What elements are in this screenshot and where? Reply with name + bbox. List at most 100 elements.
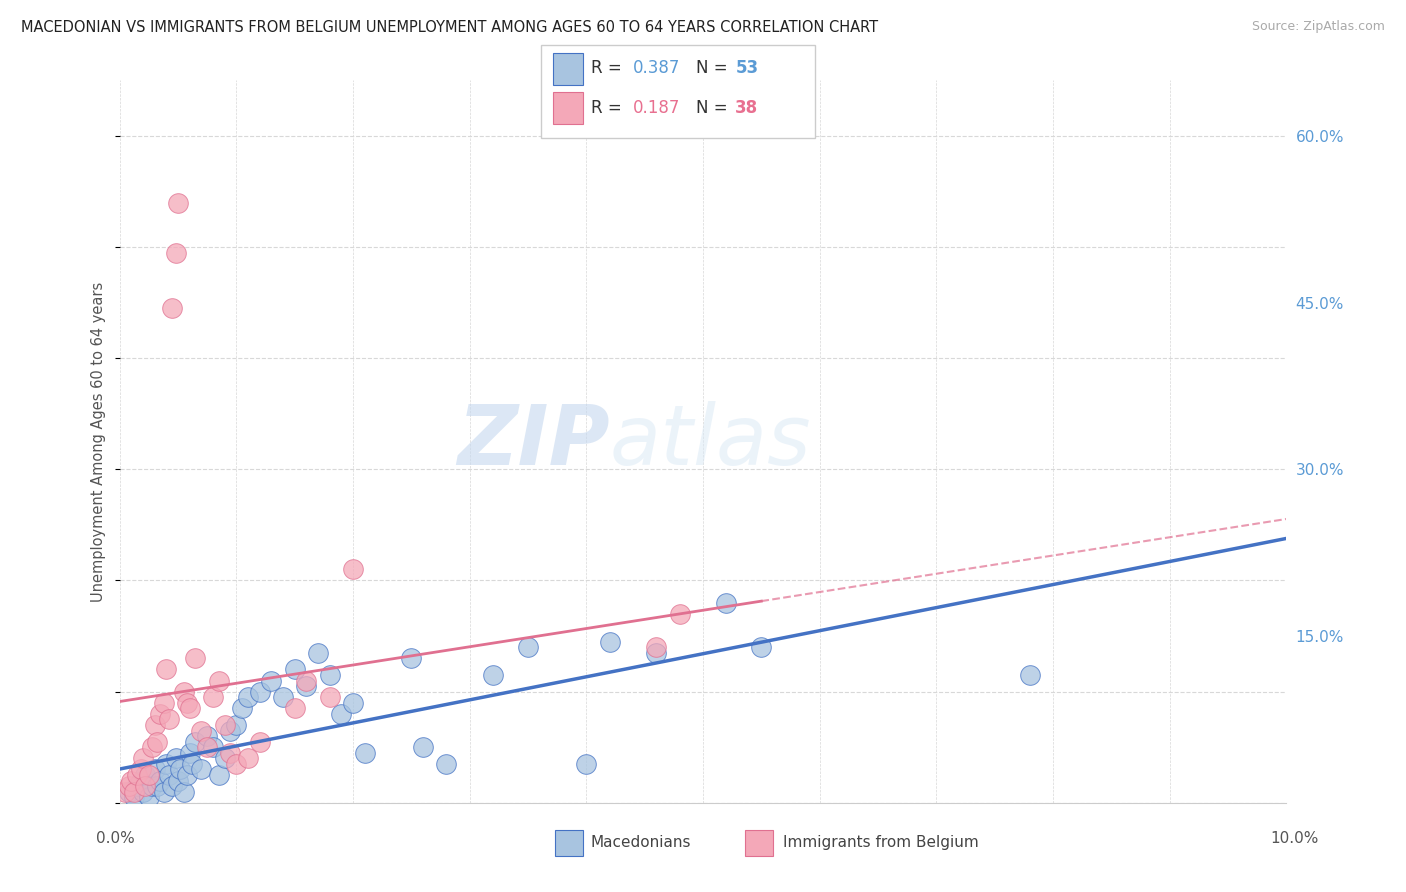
Point bbox=[190, 763, 212, 777]
Point bbox=[122, 790, 145, 805]
Text: R =: R = bbox=[591, 59, 627, 77]
Point bbox=[517, 640, 540, 655]
Text: MACEDONIAN VS IMMIGRANTS FROM BELGIUM UNEMPLOYMENT AMONG AGES 60 TO 64 YEARS COR: MACEDONIAN VS IMMIGRANTS FROM BELGIUM UN… bbox=[21, 20, 879, 35]
Point bbox=[342, 562, 364, 576]
Point bbox=[353, 746, 375, 760]
Point bbox=[146, 779, 169, 793]
Point bbox=[225, 756, 247, 771]
Point bbox=[190, 723, 212, 738]
Point bbox=[271, 690, 294, 705]
Point bbox=[176, 768, 198, 782]
Point bbox=[219, 723, 242, 738]
Point bbox=[330, 706, 353, 721]
Point bbox=[155, 662, 177, 676]
Point bbox=[125, 768, 148, 782]
Point bbox=[132, 751, 155, 765]
Point bbox=[295, 679, 318, 693]
Point bbox=[169, 763, 191, 777]
Point bbox=[668, 607, 690, 621]
Point bbox=[149, 706, 172, 721]
Point bbox=[160, 779, 183, 793]
Point bbox=[195, 729, 218, 743]
Point bbox=[208, 673, 231, 688]
Point bbox=[208, 768, 231, 782]
Point bbox=[482, 668, 505, 682]
Point bbox=[1018, 668, 1040, 682]
Point bbox=[122, 785, 145, 799]
Point bbox=[236, 690, 259, 705]
Point bbox=[143, 763, 166, 777]
Point bbox=[157, 768, 180, 782]
Point bbox=[129, 763, 152, 777]
Point bbox=[180, 756, 202, 771]
Point bbox=[134, 768, 156, 782]
Point bbox=[118, 785, 141, 799]
Point bbox=[231, 701, 253, 715]
Point bbox=[179, 746, 201, 760]
Point bbox=[153, 785, 176, 799]
Point bbox=[236, 751, 259, 765]
Point bbox=[173, 684, 195, 698]
Text: Immigrants from Belgium: Immigrants from Belgium bbox=[783, 836, 979, 850]
Point bbox=[645, 640, 668, 655]
Text: N =: N = bbox=[696, 99, 733, 117]
Point bbox=[125, 779, 148, 793]
Point bbox=[284, 662, 307, 676]
Point bbox=[184, 734, 207, 748]
Point bbox=[160, 301, 183, 315]
Point bbox=[318, 668, 340, 682]
Text: 38: 38 bbox=[735, 99, 758, 117]
Point bbox=[214, 718, 236, 732]
Point bbox=[201, 690, 224, 705]
Point bbox=[214, 751, 236, 765]
Point bbox=[575, 756, 598, 771]
Point bbox=[141, 740, 163, 755]
Point bbox=[166, 195, 188, 210]
Text: 0.187: 0.187 bbox=[633, 99, 681, 117]
Point bbox=[138, 768, 160, 782]
Point bbox=[260, 673, 283, 688]
Point bbox=[165, 245, 187, 260]
Text: 0.0%: 0.0% bbox=[96, 831, 135, 846]
Point bbox=[120, 773, 142, 788]
Point bbox=[155, 756, 177, 771]
Point bbox=[146, 734, 169, 748]
Text: 53: 53 bbox=[735, 59, 758, 77]
Point bbox=[143, 718, 166, 732]
Point bbox=[318, 690, 340, 705]
Point bbox=[599, 634, 621, 648]
Point bbox=[716, 596, 738, 610]
Point bbox=[149, 773, 172, 788]
Point bbox=[434, 756, 457, 771]
Point bbox=[166, 773, 188, 788]
Point bbox=[284, 701, 307, 715]
Text: 0.387: 0.387 bbox=[633, 59, 681, 77]
Point bbox=[412, 740, 434, 755]
Point bbox=[201, 740, 224, 755]
Point bbox=[249, 734, 271, 748]
Point bbox=[401, 651, 423, 665]
Text: ZIP: ZIP bbox=[457, 401, 610, 482]
Point bbox=[219, 746, 242, 760]
Point bbox=[225, 718, 247, 732]
Point bbox=[751, 640, 773, 655]
Point bbox=[138, 790, 160, 805]
Point bbox=[165, 751, 187, 765]
Point bbox=[342, 696, 364, 710]
Point bbox=[141, 779, 163, 793]
Point bbox=[179, 701, 201, 715]
Point bbox=[132, 785, 155, 799]
Point bbox=[129, 773, 152, 788]
Point bbox=[307, 646, 329, 660]
Text: Source: ZipAtlas.com: Source: ZipAtlas.com bbox=[1251, 20, 1385, 33]
Text: N =: N = bbox=[696, 59, 733, 77]
Point bbox=[645, 646, 668, 660]
Y-axis label: Unemployment Among Ages 60 to 64 years: Unemployment Among Ages 60 to 64 years bbox=[91, 281, 107, 602]
Point bbox=[176, 696, 198, 710]
Point bbox=[173, 785, 195, 799]
Point bbox=[118, 779, 141, 793]
Text: atlas: atlas bbox=[610, 401, 811, 482]
Text: 10.0%: 10.0% bbox=[1271, 831, 1319, 846]
Point bbox=[157, 713, 180, 727]
Point bbox=[249, 684, 271, 698]
